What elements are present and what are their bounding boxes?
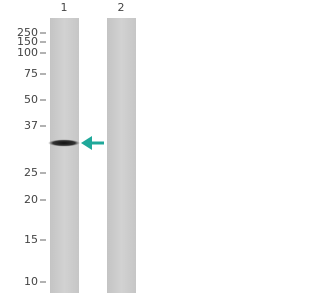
marker-label: 150 xyxy=(17,35,38,48)
marker-label: 37 xyxy=(24,119,38,132)
lane-2 xyxy=(107,18,136,293)
arrow xyxy=(81,136,104,150)
marker-label: 100 xyxy=(17,46,38,59)
lane-1 xyxy=(50,18,79,293)
marker-label: 20 xyxy=(24,193,38,206)
marker-label: 25 xyxy=(24,166,38,179)
marker-label: 50 xyxy=(24,93,38,106)
marker-label: 15 xyxy=(24,233,38,246)
lane-label: 2 xyxy=(118,1,125,14)
marker-label: 250 xyxy=(17,26,38,39)
marker-label: 10 xyxy=(24,275,38,288)
protein-band xyxy=(48,139,80,147)
marker-label: 75 xyxy=(24,67,38,80)
lane-label: 1 xyxy=(61,1,68,14)
